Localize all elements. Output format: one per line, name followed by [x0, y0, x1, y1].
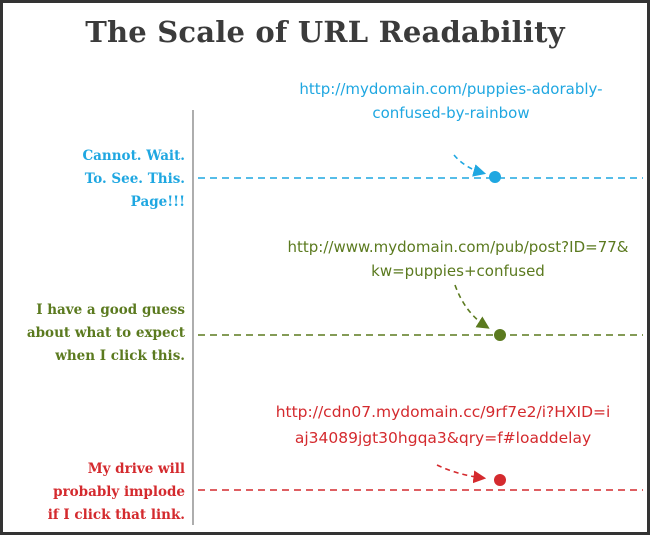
- url-line: confused-by-rainbow: [372, 104, 530, 122]
- label-line: when I click this.: [55, 348, 185, 364]
- label-line: about what to expect: [26, 325, 185, 341]
- url-line: http://mydomain.com/puppies-adorably-: [299, 80, 603, 98]
- label-line: if I click that link.: [47, 507, 185, 523]
- label-line: To. See. This.: [84, 171, 185, 187]
- level-dot-red: [494, 474, 506, 486]
- url-line: http://cdn07.mydomain.cc/9rf7e2/i?HXID=i: [275, 403, 611, 421]
- url-line: http://www.mydomain.com/pub/post?ID=77&: [287, 238, 629, 256]
- label-moderate: I have a good guess about what to expect…: [5, 299, 185, 368]
- level-dot-green: [494, 329, 506, 341]
- url-line: aj34089jgt30hgqa3&qry=f#loaddelay: [294, 429, 592, 447]
- url-unreadable: http://cdn07.mydomain.cc/9rf7e2/i?HXID=i…: [233, 399, 650, 451]
- label-line: probably implode: [53, 484, 185, 500]
- infographic: The Scale of URL Readability http://mydo…: [3, 3, 647, 532]
- title: The Scale of URL Readability: [85, 15, 565, 49]
- url-moderate: http://www.mydomain.com/pub/post?ID=77& …: [248, 235, 650, 283]
- label-readable: Cannot. Wait. To. See. This. Page!!!: [5, 145, 185, 214]
- label-line: My drive will: [87, 461, 185, 477]
- url-line: kw=puppies+confused: [371, 262, 545, 280]
- label-line: I have a good guess: [36, 302, 185, 318]
- arrow-red: [436, 464, 487, 484]
- label-line: Cannot. Wait.: [82, 148, 185, 164]
- url-readable: http://mydomain.com/puppies-adorably- co…: [241, 77, 650, 125]
- scale-graphic: [192, 110, 643, 525]
- arrow-blue: [453, 154, 487, 177]
- label-line: Page!!!: [130, 194, 185, 210]
- arrow-green: [454, 284, 490, 329]
- level-dot-blue: [489, 171, 501, 183]
- label-unreadable: My drive will probably implode if I clic…: [5, 458, 185, 527]
